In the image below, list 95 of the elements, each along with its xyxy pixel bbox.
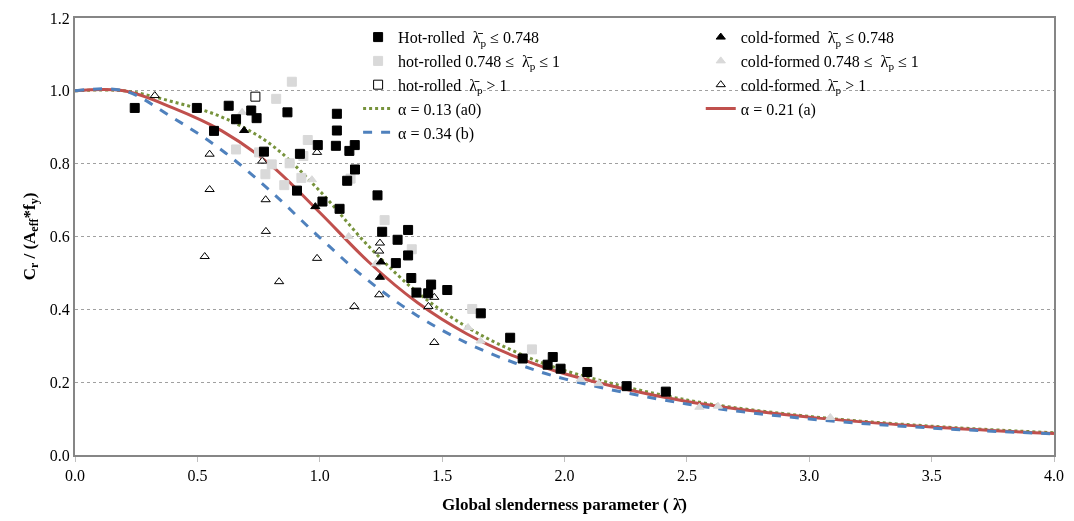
point [377,226,388,237]
point [403,250,414,261]
point [517,353,528,364]
point [257,156,268,164]
point [204,149,215,157]
point [191,102,202,113]
x-tick-label: 3.5 [921,467,942,485]
point [199,252,210,260]
x-tick-label: 1.5 [432,467,453,485]
point [344,145,355,156]
point [250,91,261,102]
point [302,135,313,145]
point [392,234,403,245]
point [374,290,385,298]
point [312,140,323,151]
point [694,402,705,410]
point [542,359,553,370]
point [526,344,537,355]
legend-label: hot-rolled λ̄$_{p}$ > 1 [398,76,508,97]
point [825,412,836,420]
y-tick-label: 1.2 [49,9,70,27]
point [239,126,250,134]
x-tick-label: 2.5 [676,467,697,485]
x-tick-label: 0.5 [187,467,208,485]
legend-label: α = 0.13 (a0) [398,100,482,119]
point [547,352,558,363]
y-tick-label: 0.8 [49,155,70,173]
point [403,224,414,235]
point [223,100,234,111]
point [330,140,341,151]
point [593,379,604,387]
point [475,308,486,319]
legend-label: Hot-rolled λ̄$_{p}$ ≤ 0.748 [398,29,539,49]
y-tick-label: 0.6 [49,228,70,246]
x-tick-label: 4.0 [1044,467,1064,485]
point [274,277,285,285]
point [251,113,262,124]
point [260,195,271,203]
point [282,107,293,118]
point [555,363,566,374]
legend-label: α = 0.34 (b) [398,124,475,143]
point [334,203,345,214]
point [442,285,453,296]
legend-label: cold-formed λ̄$_{p}$ ≤ 0.748 [740,29,894,49]
x-tick-label: 3.0 [799,467,820,485]
x-axis-title: Global slenderness parameter ( λ̄) [441,495,688,515]
point [426,279,437,290]
point [294,148,305,159]
point [575,374,586,382]
point [204,185,215,193]
legend-label: hot-rolled 0.748 ≤ λ̄$_{p}$ ≤ 1 [398,53,561,73]
x-tick-label: 2.0 [554,467,575,485]
y-tick-label: 0.4 [49,300,70,318]
point [260,169,271,180]
point [475,336,486,344]
point [258,146,269,157]
point [429,337,440,345]
y-tick-label: 0.0 [49,446,70,464]
point [231,144,242,155]
y-tick-label: 1.0 [49,82,70,100]
point [621,381,632,392]
point [310,202,321,210]
point [411,287,422,298]
point [374,246,385,254]
point [331,108,342,119]
point [286,76,297,87]
point [349,164,360,175]
point [149,91,160,99]
point [331,125,342,136]
point [660,386,671,397]
point [209,125,220,136]
legend-label: cold-formed 0.748 ≤ λ̄$_{p}$ ≤ 1 [740,53,919,73]
point [379,215,390,226]
point [291,185,302,196]
point [406,273,417,284]
legend-label: cold-formed λ̄$_{p}$ > 1 [740,76,867,97]
x-tick-label: 1.0 [309,467,330,485]
point [423,301,434,309]
point [582,366,593,377]
point [296,172,307,183]
point [266,159,277,170]
point [505,332,516,343]
point [317,196,328,207]
point [390,258,401,269]
legend-label: α = 0.21 (a) [740,100,816,119]
point [129,102,140,113]
point [271,93,282,104]
point [231,114,242,125]
point [467,303,478,314]
point [372,190,383,201]
point [279,180,290,191]
point [349,301,360,309]
point [284,158,295,169]
y-tick-label: 0.2 [49,373,70,391]
x-tick-label: 0.0 [65,467,85,485]
